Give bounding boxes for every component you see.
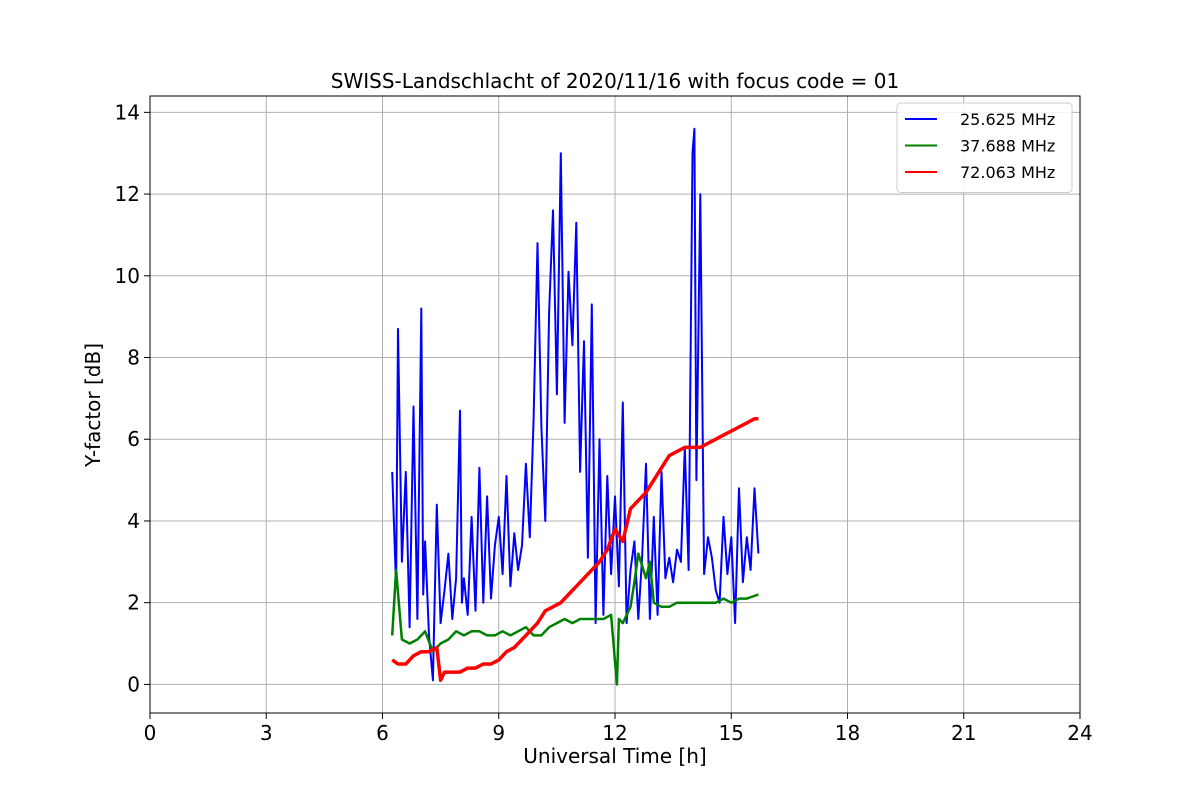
series-line	[391, 127, 760, 682]
x-tick-label: 6	[376, 721, 389, 745]
y-tick-label: 10	[115, 264, 140, 288]
y-tick-label: 12	[115, 182, 140, 206]
x-tick-label: 15	[719, 721, 744, 745]
x-tick-label: 0	[144, 721, 157, 745]
series-line	[390, 552, 759, 686]
chart-title: SWISS-Landschlacht of 2020/11/16 with fo…	[331, 69, 899, 93]
legend-label: 25.625 MHz	[960, 110, 1055, 129]
x-tick-label: 18	[835, 721, 860, 745]
legend-label: 72.063 MHz	[960, 163, 1055, 182]
y-tick-label: 6	[127, 427, 140, 451]
y-tick-label: 4	[127, 509, 140, 533]
y-tick-label: 0	[127, 672, 140, 696]
x-tick-label: 21	[951, 721, 976, 745]
legend-label: 37.688 MHz	[960, 137, 1055, 156]
x-tick-label: 12	[602, 721, 627, 745]
x-tick-label: 24	[1067, 721, 1092, 745]
y-tick-label: 14	[115, 100, 140, 124]
y-axis-label: Y-factor [dB]	[81, 343, 105, 468]
x-tick-label: 9	[492, 721, 505, 745]
grid	[149, 96, 1081, 713]
y-tick-label: 8	[127, 346, 140, 370]
x-tick-label: 3	[260, 721, 273, 745]
plot-series	[390, 127, 760, 686]
x-axis-label: Universal Time [h]	[523, 744, 706, 768]
y-tick-label: 2	[127, 591, 140, 615]
legend: 25.625 MHz 37.688 MHz 72.063 MHz	[896, 102, 1073, 193]
series-line	[391, 417, 759, 683]
legend-box	[896, 102, 1073, 193]
